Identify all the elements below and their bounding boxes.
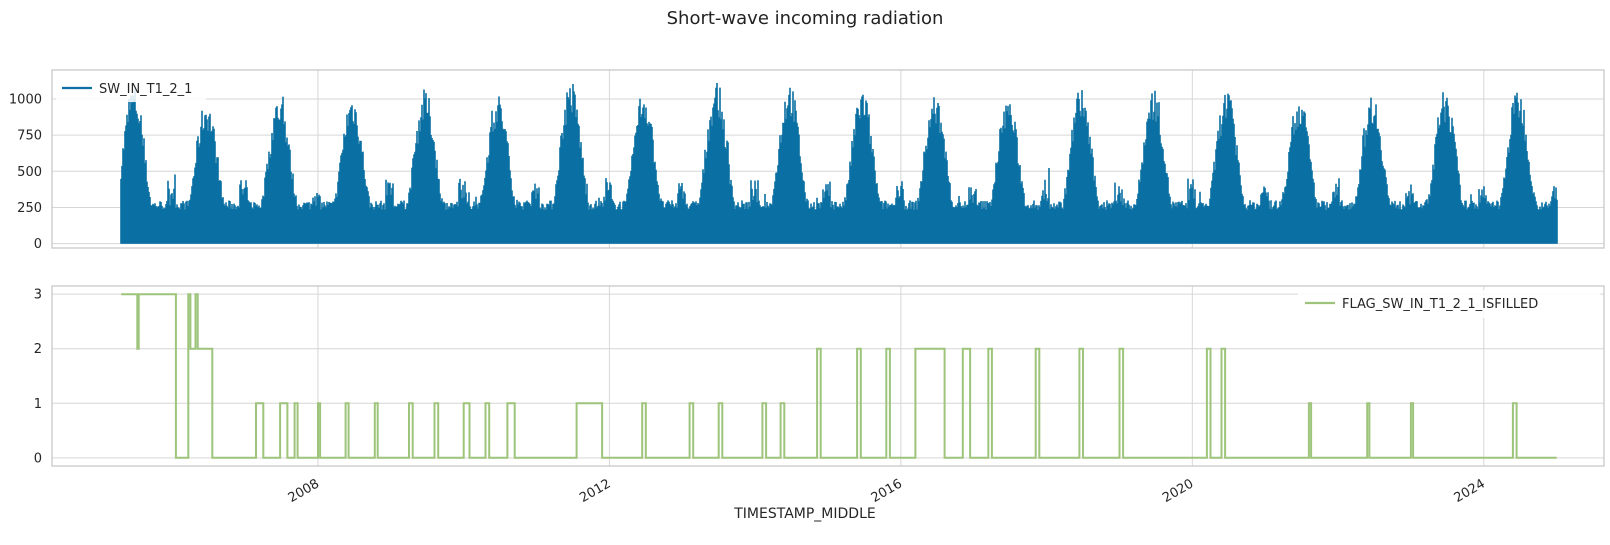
flag-panel: 0 1 2 3 2008 2012 2016 2020 2024 FLAG_SW_IN_T1_… xyxy=(34,285,1605,522)
x-tick-label: 2012 xyxy=(577,476,613,506)
radiation-y-ticks: 0 250 500 750 1000 xyxy=(9,92,42,252)
figure-title: Short-wave incoming radiation xyxy=(667,8,944,29)
radiation-series xyxy=(120,83,1558,244)
flag-legend: FLAG_SW_IN_T1_2_1_ISFILLED xyxy=(1298,290,1600,318)
radiation-y-tick-label: 250 xyxy=(17,201,42,216)
x-tick-label: 2016 xyxy=(869,476,905,506)
radiation-legend: SW_IN_T1_2_1 xyxy=(56,74,206,102)
flag-y-tick-label: 3 xyxy=(34,288,42,303)
flag-y-tick-label: 2 xyxy=(34,342,42,357)
radiation-y-tick-label: 500 xyxy=(17,165,42,180)
radiation-baseline xyxy=(121,240,1557,244)
flag-series-line xyxy=(121,293,1557,459)
x-tick-label: 2020 xyxy=(1160,476,1196,506)
flag-y-tick-label: 1 xyxy=(34,397,42,412)
x-tick-label: 2024 xyxy=(1452,476,1488,506)
x-tick-label: 2008 xyxy=(286,476,322,506)
radiation-series-line xyxy=(120,83,1558,244)
radiation-panel: 0 250 500 750 1000 SW_IN_T1_2_1 xyxy=(9,69,1605,252)
flag-axes-frame xyxy=(51,285,1605,467)
radiation-legend-label: SW_IN_T1_2_1 xyxy=(99,82,192,97)
flag-series xyxy=(121,293,1557,459)
x-axis-label: TIMESTAMP_MIDDLE xyxy=(733,506,875,522)
flag-legend-box xyxy=(1298,290,1600,318)
radiation-y-tick-label: 1000 xyxy=(9,92,42,107)
radiation-axes-frame xyxy=(51,69,1605,249)
flag-y-ticks: 0 1 2 3 xyxy=(34,288,42,467)
flag-x-ticks: 2008 2012 2016 2020 2024 xyxy=(286,476,1488,506)
flag-legend-label: FLAG_SW_IN_T1_2_1_ISFILLED xyxy=(1342,297,1538,312)
radiation-y-tick-label: 750 xyxy=(17,129,42,144)
flag-y-tick-label: 0 xyxy=(34,451,42,466)
radiation-y-tick-label: 0 xyxy=(34,237,42,252)
